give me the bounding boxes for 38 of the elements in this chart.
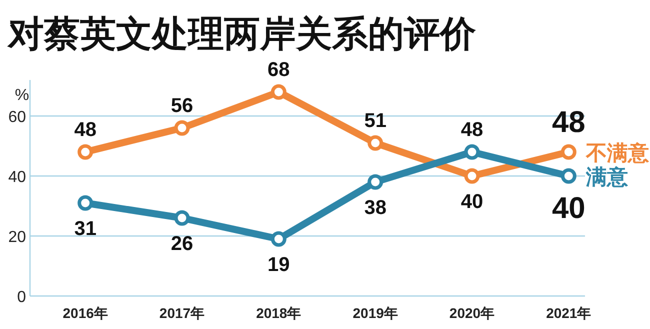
point [368, 174, 384, 190]
data-label: 48 [460, 119, 484, 141]
point [560, 168, 576, 184]
data-label: 51 [364, 110, 386, 132]
y-tick-label: 40 [8, 169, 26, 186]
data-label: 31 [74, 218, 96, 240]
chart-title: 对蔡英文处理两岸关系的评价 [7, 13, 476, 54]
x-tick-label: 2018年 [256, 305, 302, 321]
series-label: 满意 [585, 165, 629, 189]
point [368, 135, 384, 151]
point [174, 210, 190, 226]
y-tick-label: 20 [8, 229, 26, 246]
data-label: 38 [364, 197, 386, 219]
series-label: 不满意 [585, 141, 650, 165]
y-tick-label: 0 [17, 289, 26, 306]
point [78, 195, 94, 211]
data-label: 48 [552, 106, 586, 139]
data-label: 68 [268, 59, 290, 81]
data-label: 19 [268, 254, 290, 276]
data-label: 56 [170, 95, 194, 117]
x-tick-label: 2019年 [352, 305, 398, 321]
point [464, 144, 480, 160]
point [270, 231, 286, 247]
point [174, 120, 190, 136]
x-tick-label: 2021年 [546, 305, 592, 321]
data-label: 26 [170, 233, 194, 255]
y-axis-title: % [14, 87, 30, 104]
data-label: 48 [74, 119, 96, 141]
x-tick-label: 2017年 [159, 305, 205, 321]
x-tick-label: 2016年 [62, 305, 108, 321]
y-tick-label: 60 [8, 109, 26, 126]
data-label: 40 [552, 192, 586, 225]
point [560, 144, 576, 160]
data-label: 40 [460, 191, 484, 213]
point [270, 84, 286, 100]
point [464, 168, 480, 184]
point [78, 144, 94, 160]
x-tick-label: 2020年 [449, 305, 495, 321]
